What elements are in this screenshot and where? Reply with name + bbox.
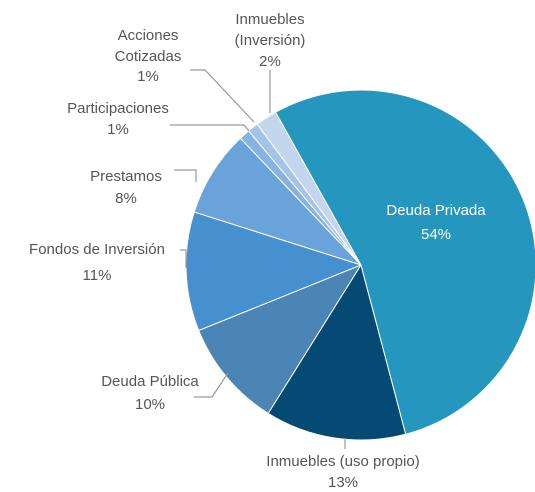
slice-label: Fondos de Inversión <box>29 241 165 258</box>
slice-label: Acciones Cotizadas <box>114 27 182 65</box>
leader-line <box>170 124 250 132</box>
pie-slice <box>274 89 535 435</box>
slice-label: Inmuebles (uso propio) <box>266 453 420 470</box>
leader-line <box>190 69 255 123</box>
slice-label: Inmuebles (Inversión) <box>234 11 306 49</box>
slice-value-label: 11% <box>82 267 112 284</box>
slice-label: Deuda Pública <box>101 373 199 390</box>
slice-value-label: 1% <box>137 68 159 85</box>
slice-label: Participaciones <box>67 100 169 117</box>
slice-value-label: 10% <box>134 396 166 413</box>
leader-line <box>180 249 187 268</box>
leader-line <box>174 169 197 182</box>
pie-slice <box>267 263 407 441</box>
slice-value-label: 13% <box>327 474 359 491</box>
slice-label: Prestamos <box>90 168 162 185</box>
slice-label: Deuda Privada <box>386 202 486 219</box>
slice-value-label: 2% <box>259 53 281 70</box>
pie-slice <box>198 263 363 415</box>
leader-line <box>194 372 229 398</box>
slice-value-label: 54% <box>420 226 452 243</box>
slice-value-label: 1% <box>107 121 129 138</box>
slice-value-label: 8% <box>115 190 137 207</box>
pie-slice <box>185 211 363 332</box>
